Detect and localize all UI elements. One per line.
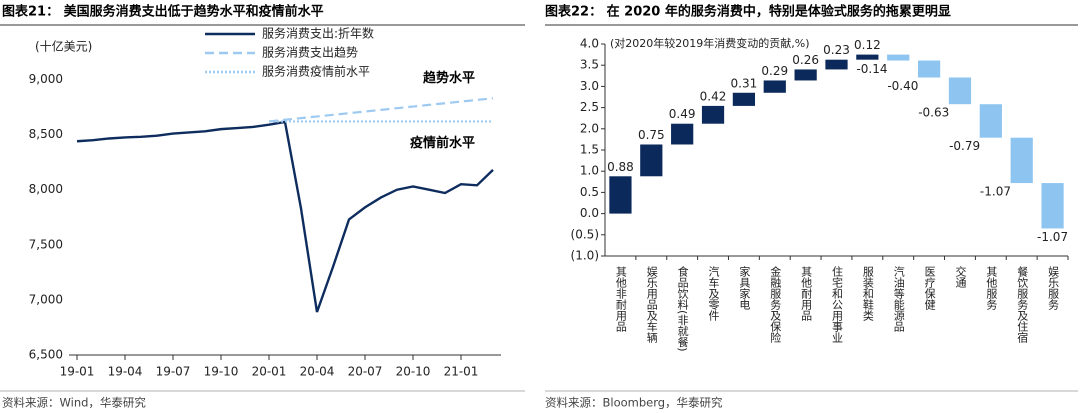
data-label: -0.79 [949, 139, 980, 153]
data-label: -0.63 [918, 106, 949, 120]
x-tick-label: 其他耐用品 [800, 266, 813, 321]
bar [1010, 137, 1033, 184]
x-tick-label: 娱乐服务 [1047, 265, 1060, 310]
data-label: 0.75 [638, 128, 665, 142]
x-tick-label: 汽油等能源品 [892, 265, 905, 332]
bar [640, 144, 663, 177]
x-tick-label: 金融服务及保险 [769, 265, 782, 344]
bar [948, 77, 972, 105]
bar [1041, 183, 1064, 229]
data-label: 0.88 [607, 160, 634, 174]
x-tick-label: 其他非耐用品 [614, 266, 627, 332]
bar [917, 60, 941, 78]
legend-label: 服务消费疫情前水平 [262, 64, 370, 79]
y-tick-label: 4.0 [580, 37, 599, 51]
bar [825, 59, 848, 70]
x-tick-label: 娱乐用品及车辆 [645, 265, 658, 344]
bar [609, 176, 632, 214]
source: 资料来源：Wind，华泰研究 [2, 396, 146, 410]
y-tick-label: 3.5 [580, 58, 599, 72]
data-label: -1.07 [1037, 230, 1068, 244]
y-tick-label: 2.5 [580, 100, 599, 114]
bar [794, 69, 817, 81]
data-label: -1.07 [980, 185, 1011, 199]
bar [701, 105, 725, 124]
data-label: 0.26 [792, 53, 819, 67]
x-tick-label: 医疗保健 [923, 266, 936, 310]
x-tick-label: 家具家电 [738, 265, 751, 310]
data-label: 0.49 [669, 107, 696, 121]
x-tick-label: 20-01 [252, 365, 287, 379]
bar [856, 54, 879, 60]
data-label: 0.29 [761, 64, 788, 78]
data-label: -0.14 [856, 62, 887, 76]
y-axis-label: (对2020年较2019年消费变动的贡献,%) [610, 36, 810, 50]
y-tick-label: 0.0 [580, 206, 599, 220]
bar [671, 123, 694, 145]
bar [732, 92, 756, 106]
data-label: 0.31 [731, 76, 758, 90]
y-tick-label: 1.0 [580, 164, 599, 178]
y-tick-label: 7,500 [29, 237, 63, 251]
y-tick-label: 0.5 [580, 185, 599, 199]
x-tick-label: 住宅和公用事业 [831, 265, 844, 343]
x-tick-label: 20-10 [396, 365, 431, 379]
bar [979, 104, 1002, 138]
x-tick-label: 食品饮料(非就餐) [676, 265, 689, 352]
x-tick-label: 交通 [954, 265, 967, 288]
x-tick-label: 19-10 [204, 365, 239, 379]
y-tick-label: 9,000 [29, 72, 63, 86]
bar [763, 80, 786, 93]
bar [887, 54, 910, 61]
x-tick-label: 20-04 [300, 365, 335, 379]
data-label: 0.23 [823, 43, 850, 57]
y-tick-label: 2.0 [580, 121, 599, 135]
y-tick-label: 8,000 [29, 182, 63, 196]
x-tick-label: 服装和鞋类 [861, 266, 874, 322]
y-tick-label: 1.5 [580, 143, 599, 157]
y-tick-label: 3.0 [580, 79, 599, 93]
data-label: 0.42 [700, 89, 727, 103]
x-tick-label: 19-04 [108, 365, 143, 379]
data-label: -0.40 [887, 79, 918, 93]
y-tick-label: 7,000 [29, 292, 63, 306]
annotation: 疫情前水平 [410, 135, 475, 151]
chart-title: 图表22： 在 2020 年的服务消费中，特别是体验式服务的拖累更明显 [545, 4, 951, 20]
data-label: 0.12 [854, 38, 881, 52]
x-tick-label: 20-07 [348, 365, 383, 379]
y-tick-label: (0.5) [571, 227, 599, 241]
x-tick-label: 其他服务 [985, 266, 998, 310]
line-series [268, 97, 494, 123]
y-tick-label: 6,500 [29, 348, 63, 362]
y-tick-label: 8,500 [29, 127, 63, 141]
chart-title: 图表21： 美国服务消费支出低于趋势水平和疫情前水平 [2, 4, 324, 20]
x-tick-label: 19-01 [60, 365, 95, 379]
y-tick-label: (1.0) [571, 249, 599, 263]
x-tick-label: 21-01 [444, 365, 479, 379]
annotation: 趋势水平 [423, 70, 475, 86]
legend-label: 服务消费支出:折年数 [262, 26, 374, 41]
x-tick-label: 餐饮服务及住宿 [1016, 265, 1029, 343]
legend-label: 服务消费支出趋势 [262, 45, 358, 60]
source: 资料来源：Bloomberg，华泰研究 [545, 396, 723, 410]
x-tick-label: 汽车及零件 [707, 265, 720, 322]
y-axis-label: (十亿美元) [35, 39, 92, 54]
x-tick-label: 19-07 [156, 365, 191, 379]
